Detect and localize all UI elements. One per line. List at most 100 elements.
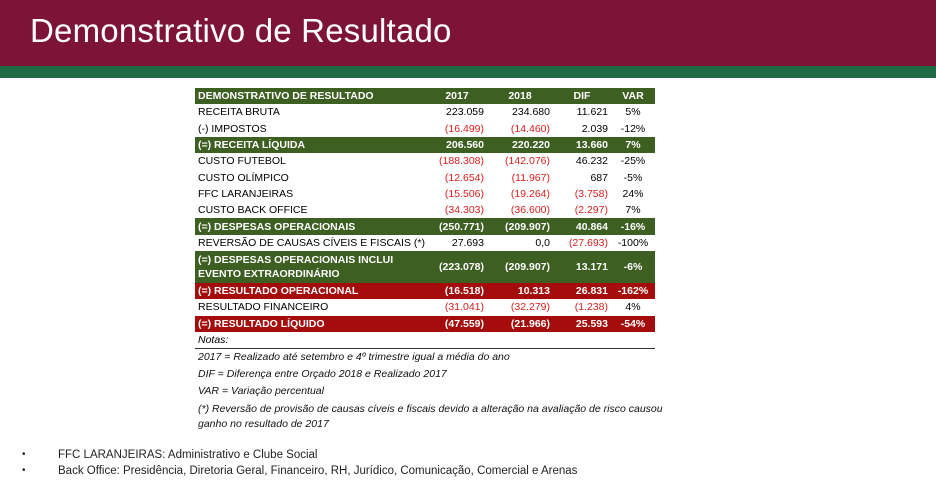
row-label: CUSTO FUTEBOL (198, 155, 286, 168)
cell-2017: (34.303) (444, 204, 484, 217)
note-dif: DIF = Diferença entre Orçado 2018 e Real… (198, 368, 447, 380)
row-label: REVERSÃO DE CAUSAS CÍVEIS E FISCAIS (*) (198, 236, 425, 249)
slide-title: Demonstrativo de Resultado (30, 12, 452, 49)
cell-var: -25% (620, 155, 646, 168)
cell-dif: 40.864 (553, 218, 611, 235)
cell-dif: (27.693) (568, 236, 608, 249)
row-label: RECEITA BRUTA (198, 106, 280, 119)
bullet-text: FFC LARANJEIRAS: Administrativo e Clube … (58, 449, 318, 461)
cell-2018: 234.680 (512, 106, 550, 119)
cell-2017: (15.506) (444, 187, 484, 200)
cell-dif: 46.232 (575, 155, 608, 168)
cell-var: -5% (623, 171, 643, 184)
cell-dif: 13.171 (553, 250, 611, 283)
row-label: RESULTADO FINANCEIRO (198, 301, 329, 314)
cell-2017: (16.499) (444, 122, 484, 135)
cell-dif: (2.297) (574, 204, 608, 217)
bullet-text: Back Office: Presidência, Diretoria Gera… (58, 465, 578, 477)
cell-dif: (1.238) (574, 301, 608, 314)
cell-2018: (19.264) (510, 187, 550, 200)
result-row: (=) RESULTADO OPERACIONAL (16.518) 10.31… (195, 282, 655, 300)
row-label: (=) RESULTADO OPERACIONAL (195, 282, 427, 300)
cell-2017: 206.560 (427, 136, 487, 154)
income-statement-table: DEMONSTRATIVO DE RESULTADO 2017 2018 DIF… (195, 88, 655, 349)
row-label: (=) DESPESAS OPERACIONAIS (195, 218, 427, 235)
bullet-icon: • (22, 465, 26, 476)
slide-header: Demonstrativo de Resultado (0, 0, 936, 66)
list-item: • Back Office: Presidência, Diretoria Ge… (22, 463, 577, 479)
column-header-var: VAR (611, 88, 655, 105)
cell-2018: 220.220 (487, 136, 553, 154)
cell-dif: 2.039 (581, 122, 608, 135)
cell-dif: 687 (590, 171, 608, 184)
subtotal-row: (=) RECEITA LÍQUIDA 206.560 220.220 13.6… (195, 136, 655, 154)
row-label: FFC LARANJEIRAS (198, 187, 294, 200)
cell-var: 4% (625, 301, 641, 314)
table-row: CUSTO BACK OFFICE (34.303) (36.600) (2.2… (195, 202, 655, 218)
notes-section: 2017 = Realizado até setembro e 4º trime… (198, 349, 668, 432)
bullet-icon: • (22, 449, 26, 460)
table-row: FFC LARANJEIRAS (15.506) (19.264) (3.758… (195, 186, 655, 202)
row-label: CUSTO OLÍMPICO (198, 171, 289, 184)
cell-2017: (31.041) (444, 301, 484, 314)
column-header-2018: 2018 (487, 88, 553, 105)
cell-2017: 223.059 (446, 106, 484, 119)
cell-dif: (3.758) (574, 187, 608, 200)
cell-2017: (16.518) (427, 282, 487, 300)
cell-var: 5% (625, 106, 641, 119)
cell-2018: 0,0 (535, 236, 550, 249)
notes-label: Notas: (195, 331, 655, 349)
cell-2018: (11.967) (511, 171, 550, 184)
cell-2017: (223.078) (427, 250, 487, 283)
cell-var: -100% (617, 236, 649, 249)
cell-var: 7% (625, 204, 641, 217)
cell-dif: 25.593 (553, 315, 611, 332)
row-label: CUSTO BACK OFFICE (198, 204, 308, 217)
table-row: (-) IMPOSTOS (16.499) (14.460) 2.039 -12… (195, 121, 655, 137)
table-header-row: DEMONSTRATIVO DE RESULTADO 2017 2018 DIF… (195, 88, 655, 105)
cell-var: 7% (611, 136, 655, 154)
table-row: RESULTADO FINANCEIRO (31.041) (32.279) (… (195, 299, 655, 315)
cell-2017: 27.693 (451, 236, 484, 249)
cell-2018: (36.600) (510, 204, 550, 217)
notes-header-row: Notas: (195, 331, 655, 349)
cell-2018: 10.313 (487, 282, 553, 300)
column-header-dif: DIF (553, 88, 611, 105)
row-label: (-) IMPOSTOS (198, 122, 267, 135)
list-item: • FFC LARANJEIRAS: Administrativo e Club… (22, 447, 577, 463)
cell-2017: (47.559) (427, 315, 487, 332)
cell-dif: 11.621 (576, 106, 608, 119)
note-var: VAR = Variação percentual (198, 385, 324, 397)
result-row: (=) RESULTADO LÍQUIDO (47.559) (21.966) … (195, 315, 655, 332)
header-stripe (0, 66, 936, 78)
cell-2017: (188.308) (439, 155, 484, 168)
cell-dif: 26.831 (553, 282, 611, 300)
cell-2018: (21.966) (487, 315, 553, 332)
row-label: (=) RESULTADO LÍQUIDO (195, 315, 427, 332)
subtotal-row: (=) DESPESAS OPERACIONAIS (250.771) (209… (195, 218, 655, 235)
cell-2018: (14.460) (510, 122, 550, 135)
table-row: CUSTO OLÍMPICO (12.654) (11.967) 687 -5% (195, 169, 655, 185)
table-row: REVERSÃO DE CAUSAS CÍVEIS E FISCAIS (*) … (195, 235, 655, 251)
table-row: CUSTO FUTEBOL (188.308) (142.076) 46.232… (195, 153, 655, 169)
bullet-list: • FFC LARANJEIRAS: Administrativo e Club… (22, 447, 577, 479)
row-label: (=) RECEITA LÍQUIDA (195, 136, 427, 154)
column-header-2017: 2017 (427, 88, 487, 105)
row-label: (=) DESPESAS OPERACIONAIS INCLUI EVENTO … (195, 250, 427, 283)
cell-2018: (209.907) (487, 218, 553, 235)
cell-var: -54% (611, 315, 655, 332)
subtotal-row: (=) DESPESAS OPERACIONAIS INCLUI EVENTO … (195, 250, 655, 283)
cell-2017: (250.771) (427, 218, 487, 235)
cell-var: -162% (611, 282, 655, 300)
cell-var: -16% (611, 218, 655, 235)
cell-dif: 13.660 (553, 136, 611, 154)
note-reversal: (*) Reversão de provisão de causas cívei… (198, 403, 663, 430)
column-header-label: DEMONSTRATIVO DE RESULTADO (195, 88, 427, 105)
table-row: RECEITA BRUTA 223.059 234.680 11.621 5% (195, 104, 655, 120)
cell-2018: (142.076) (505, 155, 550, 168)
cell-2018: (32.279) (510, 301, 550, 314)
cell-var: -6% (611, 250, 655, 283)
cell-var: -12% (620, 122, 646, 135)
cell-2018: (209.907) (487, 250, 553, 283)
note-2017: 2017 = Realizado até setembro e 4º trime… (198, 351, 510, 363)
